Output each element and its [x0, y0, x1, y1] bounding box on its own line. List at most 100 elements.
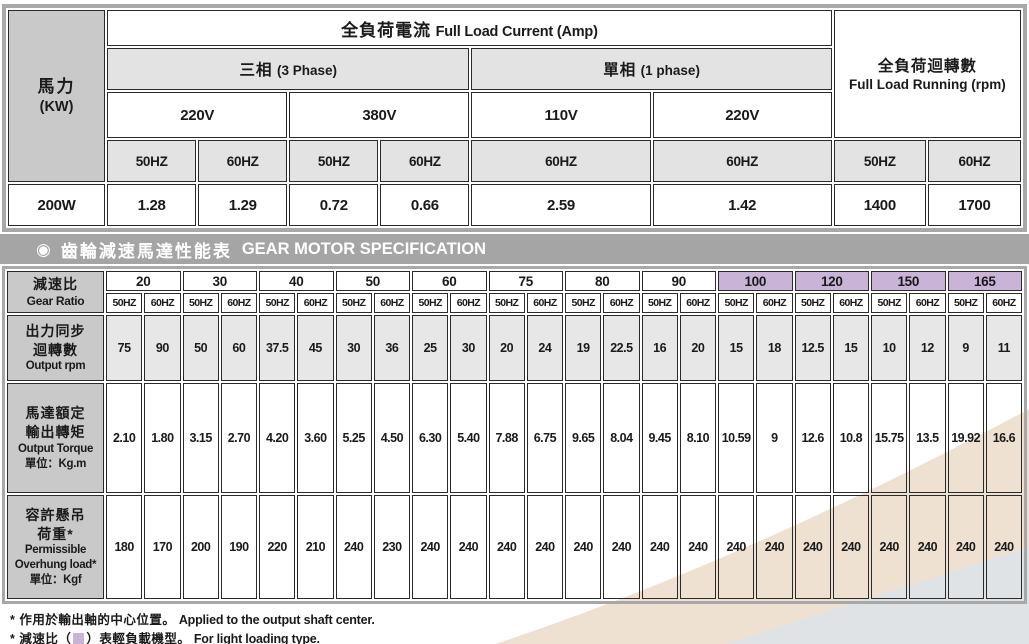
torque-value-cell: 1.80 — [144, 383, 181, 493]
torque-value-cell: 9.45 — [641, 383, 678, 493]
power-column-header: 馬力 (KW) — [8, 10, 106, 182]
hz-header-cell: 50HZ — [259, 293, 296, 313]
footnote-en: Applied to the output shaft center. — [178, 613, 375, 627]
rpm-label-line: 迴轉數 — [33, 341, 78, 358]
rpm-value-cell: 30 — [450, 315, 487, 381]
ratio-header-cell: 20 — [106, 271, 181, 291]
current-value-cell: 1.28 — [107, 184, 197, 226]
rpm-value-cell: 25 — [412, 315, 449, 381]
rpm-value-cell: 10 — [871, 315, 908, 381]
ratio-header-cell: 90 — [641, 271, 716, 291]
gear-hz-row: 50HZ 60HZ 50HZ 60HZ 50HZ 60HZ 50HZ 60HZ 50HZ 60HZ… — [7, 293, 1022, 313]
gray-corner-wedge — [725, 547, 1029, 644]
torque-label-line: 輸出轉矩 — [25, 424, 86, 441]
current-value-cell: 0.72 — [289, 184, 379, 226]
overhung-value-cell: 170 — [144, 495, 181, 599]
rpm-value-cell: 60 — [220, 315, 257, 381]
hz-header-cell: 60HZ — [144, 293, 181, 313]
ratio-header-cell: 40 — [259, 271, 334, 291]
ratio-header-cell: 120 — [794, 271, 869, 291]
torque-value-cell: 16.6 — [985, 383, 1022, 493]
rpm-value-cell: 11 — [985, 315, 1022, 381]
hz-header: 60HZ — [927, 140, 1021, 182]
current-header-zh: 全負荷電流 — [341, 20, 432, 40]
overhung-value-cell: 240 — [565, 495, 602, 599]
overhung-value-cell: 240 — [985, 495, 1022, 599]
gear-ratio-row: 減速比 Gear Ratio 20 30 40 50 60 75 80 90 100 120 150… — [7, 271, 1022, 313]
rpm-value-cell: 50 — [182, 315, 219, 381]
overhung-label-line: 單位：Kgf — [29, 574, 82, 587]
current-header: 全負荷電流 Full Load Current (Amp) — [107, 10, 832, 46]
hz-header-cell: 60HZ — [220, 293, 257, 313]
footnote-en: For light loading type. — [193, 632, 320, 644]
rpm-header: 全負荷迴轉數 Full Load Running (rpm) — [833, 10, 1021, 138]
overhung-value-cell: 240 — [871, 495, 908, 599]
beige-diagonal-band — [495, 409, 1029, 644]
overhung-value-cell: 240 — [641, 495, 678, 599]
overhung-value-cell: 240 — [909, 495, 946, 599]
rpm-value-cell: 30 — [335, 315, 372, 381]
overhung-value-cell: 240 — [335, 495, 372, 599]
torque-value-cell: 6.30 — [412, 383, 449, 493]
hz-header-cell: 50HZ — [335, 293, 372, 313]
overhung-label-line: Overhung load* — [14, 559, 97, 572]
rpm-header-en: Full Load Running (rpm) — [849, 77, 1006, 92]
gear-ratio-label-zh: 減速比 — [33, 275, 78, 292]
hz-header-cell: 50HZ — [871, 293, 908, 313]
gear-ratio-label-en: Gear Ratio — [26, 293, 85, 308]
hz-header-cell: 50HZ — [718, 293, 755, 313]
voltage-header: 220V — [652, 92, 832, 138]
torque-value-cell: 8.10 — [679, 383, 716, 493]
torque-value-cell: 2.10 — [106, 383, 143, 493]
overhung-value-cell: 240 — [450, 495, 487, 599]
torque-value-cell: 10.8 — [832, 383, 869, 493]
purple-legend-swatch — [73, 633, 85, 644]
hz-header-cell: 50HZ — [641, 293, 678, 313]
hz-header: 50HZ — [289, 140, 379, 182]
rpm-row-label: 出力同步 迴轉數 Output rpm — [7, 315, 104, 381]
power-label-unit: (KW) — [39, 99, 74, 116]
torque-value-cell: 13.5 — [909, 383, 946, 493]
rpm-value-cell: 12.5 — [794, 315, 831, 381]
hz-header-cell: 60HZ — [985, 293, 1022, 313]
hz-header-cell: 60HZ — [603, 293, 640, 313]
current-value-cell: 1.29 — [198, 184, 288, 226]
overhung-value-cell: 240 — [832, 495, 869, 599]
ratio-header-cell: 75 — [488, 271, 563, 291]
output-rpm-row: 出力同步 迴轉數 Output rpm 75 90 50 60 37.5 45 30 36 25 30 2… — [7, 315, 1022, 381]
current-value-cell: 0.66 — [380, 184, 470, 226]
rpm-value-cell: 24 — [526, 315, 563, 381]
section-title-bar: ◉ 齒輪減速馬達性能表 GEAR MOTOR SPECIFICATION — [0, 234, 1029, 264]
overhung-label-line: 荷重* — [37, 525, 74, 542]
overhung-value-cell: 240 — [947, 495, 984, 599]
overhung-value-cell: 240 — [488, 495, 525, 599]
rpm-value-cell: 22.5 — [603, 315, 640, 381]
overhung-value-cell: 200 — [182, 495, 219, 599]
three-phase-zh: 三相 — [239, 62, 273, 79]
hz-header-cell: 60HZ — [373, 293, 410, 313]
rpm-value-cell: 37.5 — [259, 315, 296, 381]
overhung-value-cell: 240 — [679, 495, 716, 599]
torque-value-cell: 4.20 — [259, 383, 296, 493]
rpm-header-zh: 全負荷迴轉數 — [877, 58, 977, 75]
rpm-label-line: Output rpm — [25, 360, 86, 373]
current-value-cell: 1.42 — [652, 184, 832, 226]
footnotes: * 作用於輸出軸的中心位置。 Applied to the output sha… — [10, 611, 1029, 644]
overhung-value-cell: 180 — [106, 495, 143, 599]
hz-header-cell: 50HZ — [488, 293, 525, 313]
rpm-value-cell: 75 — [106, 315, 143, 381]
rpm-value-cell: 36 — [373, 315, 410, 381]
torque-value-cell: 2.70 — [220, 383, 257, 493]
hz-header-cell: 60HZ — [679, 293, 716, 313]
rpm-value-cell: 1400 — [833, 184, 926, 226]
voltage-header: 110V — [471, 92, 651, 138]
rpm-value-cell: 12 — [909, 315, 946, 381]
overhung-label-line: 容許懸吊 — [25, 506, 86, 523]
hz-header-cell: 60HZ — [832, 293, 869, 313]
voltage-header: 380V — [289, 92, 470, 138]
hz-header-cell: 50HZ — [182, 293, 219, 313]
footnote-zh: ）表輕負載機型。 — [86, 632, 191, 644]
rpm-value-cell: 90 — [144, 315, 181, 381]
power-label-zh: 馬力 — [37, 76, 76, 96]
torque-value-cell: 3.15 — [182, 383, 219, 493]
